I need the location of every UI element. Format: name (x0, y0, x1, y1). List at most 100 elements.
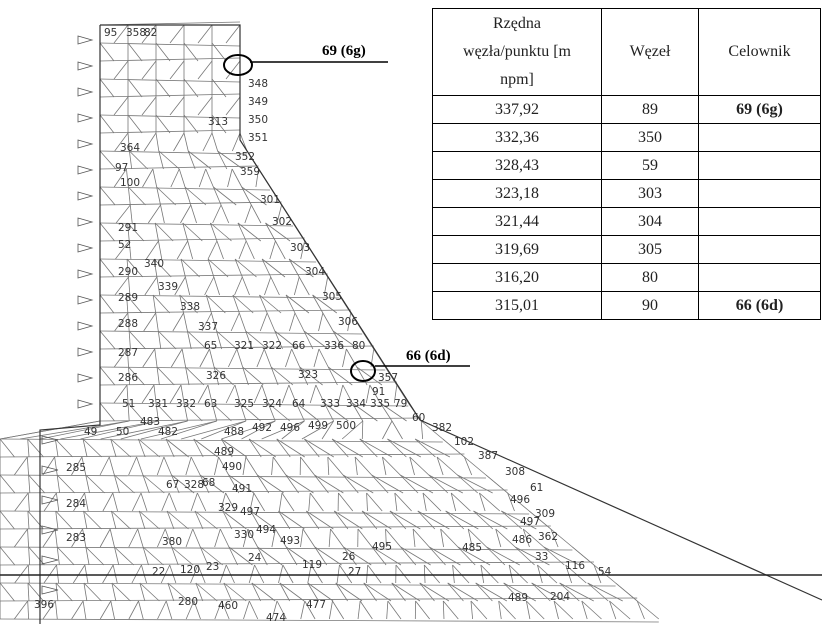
table-cell: 315,01 (433, 292, 602, 320)
mesh-line (224, 583, 246, 601)
node-label: 305 (322, 291, 342, 303)
mesh-line (56, 583, 72, 601)
mesh-line (289, 313, 295, 331)
node-label: 82 (144, 27, 157, 39)
mesh-line (198, 61, 212, 79)
mesh-line (29, 475, 30, 493)
mesh-line (0, 547, 15, 565)
mesh-line (205, 277, 214, 295)
mesh-line (358, 529, 372, 547)
mesh-line (161, 205, 165, 223)
node-label: 79 (394, 398, 407, 410)
mesh-line (226, 25, 240, 43)
mesh-line (142, 97, 156, 115)
mesh-line (100, 223, 115, 241)
mesh-line (177, 241, 188, 259)
mesh-line (332, 601, 343, 619)
mesh-line (294, 277, 299, 295)
table-cell: 69 (6g) (699, 96, 821, 124)
table-cell (699, 124, 821, 152)
node-label: 474 (266, 612, 286, 624)
mesh-line (413, 529, 429, 547)
node-label: 91 (372, 386, 385, 398)
mesh-line (279, 511, 290, 529)
mesh-line (100, 151, 116, 169)
mesh-line (232, 133, 240, 151)
mesh-line (159, 151, 164, 169)
mesh-line (239, 313, 245, 331)
node-label: 80 (352, 340, 365, 352)
table-cell (699, 236, 821, 264)
elevation-table: Rzędna węzła/punktu [m npm]WęzełCelownik… (432, 8, 821, 320)
mesh-line (100, 79, 240, 82)
mesh-line (128, 115, 142, 133)
mesh-line (143, 169, 153, 187)
mesh-line (259, 295, 281, 313)
node-label: 284 (66, 498, 86, 510)
header-row: Rzędna węzła/punktu [m npm]WęzełCelownik (433, 9, 821, 96)
mesh-line (156, 43, 170, 61)
node-label: 351 (248, 132, 268, 144)
node-label: 333 (320, 398, 340, 410)
mesh-line (249, 439, 276, 457)
mesh-line (285, 349, 291, 367)
mesh-line (174, 133, 184, 151)
mesh-line (448, 583, 464, 601)
node-label: 332 (176, 398, 196, 410)
mesh-line (170, 61, 184, 79)
node-label: 324 (262, 398, 282, 410)
mesh-line (286, 475, 314, 493)
node-label: 499 (308, 420, 328, 432)
mesh-line (329, 601, 332, 619)
mesh-line (170, 97, 184, 115)
node-label: 54 (598, 566, 612, 578)
mesh-line (360, 601, 372, 619)
mesh-line (221, 205, 229, 223)
mesh-line (153, 169, 157, 187)
node-label: 338 (180, 301, 200, 313)
mesh-line (328, 457, 329, 475)
node-label: 339 (158, 281, 178, 293)
mesh-line (309, 493, 311, 511)
mesh-line (56, 583, 58, 601)
mesh-line (184, 79, 198, 97)
node-label: 396 (34, 599, 54, 611)
mesh-line (156, 313, 159, 331)
table-cell: 90 (602, 292, 699, 320)
mesh-line (392, 421, 403, 439)
node-label: 313 (208, 116, 228, 128)
load-arrow (78, 114, 92, 122)
mesh-line (27, 457, 28, 475)
node-label: 61 (530, 482, 543, 494)
mesh-line (170, 565, 176, 583)
mesh-line (142, 61, 156, 79)
table-row: 323,18303 (433, 180, 821, 208)
mesh-line (382, 421, 392, 439)
node-label: 496 (510, 494, 530, 506)
mesh-line (0, 475, 15, 493)
mesh-line (355, 457, 357, 475)
mesh-line (214, 457, 218, 475)
mesh-line (179, 169, 185, 187)
node-label: 52 (118, 239, 131, 251)
load-arrow (78, 62, 92, 70)
load-arrow (78, 322, 92, 330)
mesh-line (181, 259, 185, 277)
node-label: 24 (248, 552, 262, 564)
mesh-line (0, 475, 486, 478)
node-label: 335 (370, 398, 390, 410)
table-cell (699, 152, 821, 180)
mesh-line (159, 151, 179, 169)
mesh-line (128, 187, 130, 205)
node-label: 302 (272, 216, 292, 228)
mesh-line (279, 511, 305, 529)
mesh-line (170, 25, 184, 43)
mesh-line (443, 601, 444, 619)
table-row: 315,019066 (6d) (433, 292, 821, 320)
mesh-line (194, 439, 203, 457)
node-label: 387 (478, 450, 498, 462)
mesh-line (55, 529, 57, 547)
mesh-line (366, 565, 367, 583)
mesh-line (299, 277, 309, 295)
